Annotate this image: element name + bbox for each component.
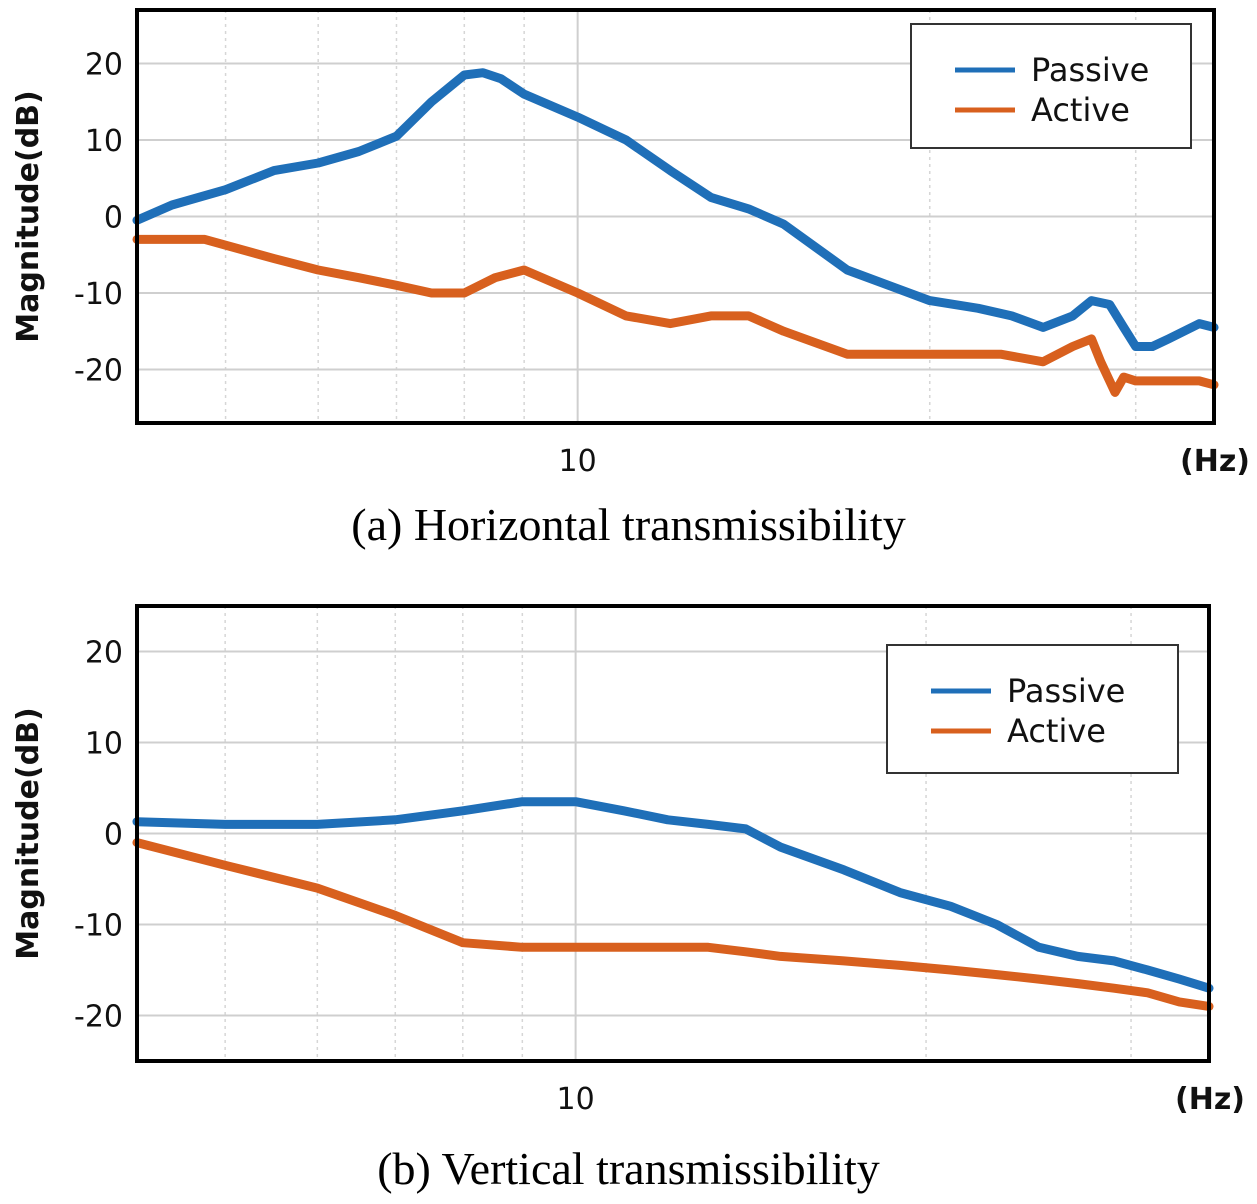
- vertical-x-tick-label: 10: [557, 1082, 595, 1117]
- horizontal-legend-label-passive: Passive: [1031, 51, 1149, 89]
- horizontal-panel: 20 10 0 -10 -20 10 (Hz) Magnitude(dB) Passive Act…: [0, 0, 1257, 570]
- horizontal-y-tick-label: 10: [85, 124, 123, 159]
- horizontal-y-tick-label: 20: [85, 48, 123, 83]
- horizontal-y-tick-label: 0: [104, 201, 123, 236]
- horizontal-y-tick-label: -20: [74, 353, 123, 388]
- horizontal-series-active-line: [132, 234, 1219, 397]
- horizontal-x-axis-label: (Hz): [1180, 444, 1250, 479]
- vertical-plot-frame: [135, 604, 1211, 1063]
- horizontal-caption: (a) Horizontal transmissibility: [351, 499, 906, 550]
- horizontal-x-tick-label: 10: [559, 444, 597, 479]
- horizontal-plot-frame: [135, 8, 1216, 425]
- vertical-y-tick-label: 0: [104, 818, 123, 853]
- horizontal-y-axis-title: Magnitude(dB): [11, 90, 46, 343]
- vertical-series-passive-line: [132, 797, 1214, 993]
- vertical-y-tick-label: -20: [74, 1000, 123, 1035]
- vertical-panel: 20 10 0 -10 -20 10 (Hz) Magnitude(dB) Passive Act…: [0, 590, 1257, 1204]
- horizontal-legend-label-active: Active: [1031, 91, 1130, 129]
- vertical-legend-box: [886, 644, 1179, 774]
- horizontal-y-tick-label: -10: [74, 277, 123, 312]
- vertical-caption: (b) Vertical transmissibility: [377, 1143, 880, 1194]
- vertical-legend-label-active: Active: [1007, 712, 1106, 750]
- vertical-y-tick-label: 20: [85, 636, 123, 671]
- horizontal-series-passive-line: [132, 68, 1219, 351]
- horizontal-legend-box: [910, 23, 1192, 149]
- vertical-legend-label-passive: Passive: [1007, 672, 1125, 710]
- vertical-y-tick-label: 10: [85, 727, 123, 762]
- vertical-y-axis-title: Magnitude(dB): [11, 707, 46, 960]
- vertical-chart: 20 10 0 -10 -20 10 (Hz) Magnitude(dB) PassiveAct…: [11, 604, 1245, 1117]
- vertical-x-axis-label: (Hz): [1175, 1082, 1245, 1117]
- vertical-series-active-line: [132, 838, 1214, 1011]
- horizontal-chart: 20 10 0 -10 -20 10 (Hz) Magnitude(dB) PassiveAct…: [11, 8, 1250, 479]
- vertical-y-tick-label: -10: [74, 909, 123, 944]
